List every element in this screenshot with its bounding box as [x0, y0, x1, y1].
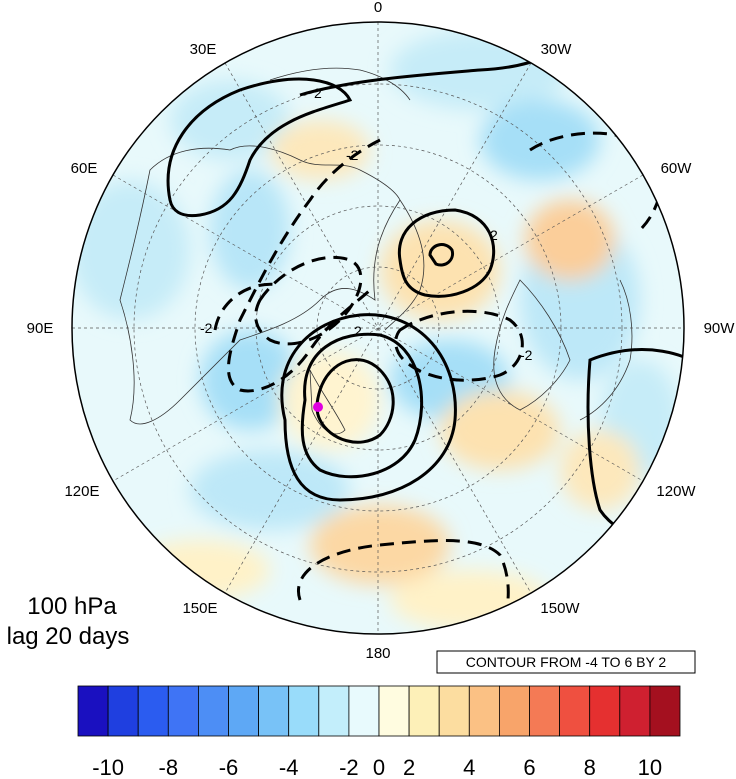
colorbar-tick-label: 8: [584, 755, 596, 779]
contour-info: CONTOUR FROM -4 TO 6 BY 2: [466, 654, 667, 670]
contour-info-box: [436, 650, 696, 674]
colorbar-swatch: [468, 685, 500, 737]
lon-label-60w: 60W: [661, 160, 693, 177]
lon-label-120e: 120E: [64, 483, 99, 500]
colorbar-tick-label: -2: [339, 755, 359, 779]
colorbar-swatch: [529, 685, 561, 737]
contour-label: -2: [520, 347, 533, 363]
lon-label-0: 0: [374, 0, 382, 16]
lon-label-120w: 120W: [656, 483, 696, 500]
map-boundary: [71, 21, 685, 635]
lon-label-60e: 60E: [71, 160, 98, 177]
graticule: [72, 22, 684, 634]
contour-label: -2: [200, 320, 213, 336]
colorbar-swatch: [589, 685, 621, 737]
colorbar-swatch: [378, 685, 410, 737]
contour-label: -2: [346, 147, 359, 163]
colorbar-tick-label: 2: [403, 755, 415, 779]
colorbar-tick-label: -6: [219, 755, 239, 779]
lon-label-150w: 150W: [540, 600, 580, 617]
colorbar-swatch: [137, 685, 169, 737]
colorbar-swatch: [498, 685, 530, 737]
contour-label: 2: [314, 85, 322, 101]
contour-label: 2: [490, 227, 498, 243]
colorbar-swatch: [197, 685, 229, 737]
colorbar-swatch: [559, 685, 591, 737]
location-marker: [313, 402, 323, 412]
colorbar-swatch: [107, 685, 139, 737]
lon-label-90w: 90W: [704, 320, 736, 337]
colorbar-swatch: [228, 685, 260, 737]
colorbar-tick-label: 6: [523, 755, 535, 779]
colorbar-tick-label: 10: [638, 755, 662, 779]
colorbar-swatch: [288, 685, 320, 737]
lag-label: lag 20 days: [7, 623, 130, 650]
level-label: 100 hPa: [27, 593, 117, 620]
lon-label-90e: 90E: [27, 320, 54, 337]
colorbar-swatch: [408, 685, 440, 737]
colorbar-swatch: [77, 685, 109, 737]
lon-label-30w: 30W: [541, 41, 573, 58]
colorbar-tick-label: -4: [279, 755, 299, 779]
colorbar-swatch: [649, 685, 681, 737]
colorbar-tick-label: 4: [463, 755, 475, 779]
colorbar-ticks: -10 -8 -6 -4 -2 0 2 4 6 8 10: [92, 755, 662, 779]
negative-contours: [213, 131, 663, 616]
colorbar-swatch: [348, 685, 380, 737]
colorbar-tick-label: 0: [373, 755, 385, 779]
colorbar-swatch: [438, 685, 470, 737]
colorbar: [77, 685, 681, 737]
contour-label: 2: [354, 323, 362, 339]
lon-label-180: 180: [365, 645, 390, 662]
colorbar-swatch: [258, 685, 290, 737]
colorbar-swatch: [619, 685, 651, 737]
lon-label-30e: 30E: [190, 41, 217, 58]
lon-label-150e: 150E: [182, 600, 217, 617]
colorbar-swatch: [167, 685, 199, 737]
colorbar-swatch: [318, 685, 350, 737]
colorbar-tick-label: -10: [92, 755, 124, 779]
colorbar-tick-label: -8: [159, 755, 179, 779]
